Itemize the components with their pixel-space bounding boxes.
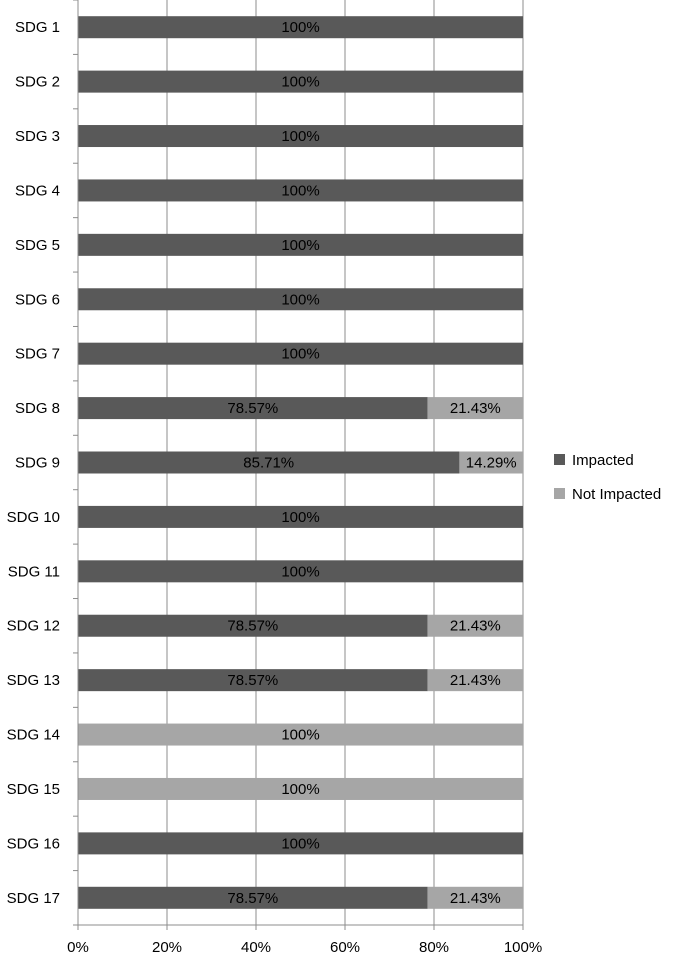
category-label: SDG 2 [15, 74, 60, 91]
bar-impacted [78, 614, 428, 637]
category-label: SDG 8 [15, 400, 60, 417]
category-label: SDG 11 [8, 563, 60, 580]
category-label: SDG 9 [15, 455, 60, 472]
data-label: 21.43% [450, 400, 501, 417]
bar-impacted [78, 342, 523, 365]
bar-not-impacted [459, 451, 523, 474]
axes: 0% 20% 40% 60% 80% 100% SDG 1 SDG 2 SDG 3 SDG 4 SD… [7, 0, 542, 956]
data-label: 100% [281, 74, 319, 91]
bar-impacted [78, 288, 523, 311]
bar-impacted [78, 125, 523, 148]
category-label: SDG 12 [7, 618, 60, 635]
data-label: 100% [281, 291, 319, 308]
legend-swatch [554, 488, 565, 499]
category-label: SDG 4 [15, 182, 60, 199]
bar-not-impacted [427, 669, 523, 692]
bar-impacted [78, 233, 523, 256]
bar-not-impacted [427, 397, 523, 420]
legend-swatch [554, 454, 565, 465]
data-label: 85.71% [243, 455, 294, 472]
data-label: 78.57% [227, 890, 278, 907]
x-tick-label: 20% [152, 939, 182, 956]
bar-impacted [78, 397, 428, 420]
legend: Impacted Not Impacted [554, 452, 661, 503]
category-label: SDG 6 [15, 291, 60, 308]
bar-impacted [78, 832, 523, 855]
category-label: SDG 7 [15, 346, 60, 363]
bar-not-impacted [78, 777, 523, 800]
category-label: SDG 13 [7, 672, 60, 689]
data-label: 21.43% [450, 672, 501, 689]
x-tick-label: 60% [330, 939, 360, 956]
bar-impacted [78, 886, 428, 909]
data-label: 78.57% [227, 400, 278, 417]
category-label: SDG 17 [7, 890, 60, 907]
bar-impacted [78, 560, 523, 583]
legend-label: Impacted [572, 452, 634, 469]
x-tick-label: 100% [504, 939, 542, 956]
legend-label: Not Impacted [572, 486, 661, 503]
bar-impacted [78, 16, 523, 39]
data-label: 100% [281, 346, 319, 363]
data-label: 100% [281, 781, 319, 798]
category-label: SDG 5 [15, 237, 60, 254]
bar-impacted [78, 451, 460, 474]
data-label: 21.43% [450, 890, 501, 907]
bar-not-impacted [78, 723, 523, 746]
category-label: SDG 1 [15, 19, 60, 36]
bar-impacted [78, 179, 523, 202]
data-label: 14.29% [466, 455, 517, 472]
data-label: 100% [281, 563, 319, 580]
category-label: SDG 3 [15, 128, 60, 145]
bar-impacted [78, 70, 523, 93]
data-label: 100% [281, 509, 319, 526]
bar-impacted [78, 669, 428, 692]
bar-not-impacted [427, 614, 523, 637]
data-label: 100% [281, 19, 319, 36]
data-label: 78.57% [227, 618, 278, 635]
data-labels: 100% 100% 100% 100% 100% 100% 100% 78.57% 21.43%… [227, 19, 516, 907]
category-label: SDG 10 [7, 509, 60, 526]
data-label: 100% [281, 182, 319, 199]
data-label: 100% [281, 237, 319, 254]
category-label: SDG 15 [7, 781, 60, 798]
x-tick-label: 0% [67, 939, 89, 956]
x-tick-label: 80% [419, 939, 449, 956]
data-label: 21.43% [450, 618, 501, 635]
data-label: 100% [281, 835, 319, 852]
category-label: SDG 16 [7, 835, 60, 852]
data-label: 78.57% [227, 672, 278, 689]
bar-impacted [78, 505, 523, 528]
bars [78, 16, 523, 909]
data-label: 100% [281, 128, 319, 145]
bar-not-impacted [427, 886, 523, 909]
x-tick-label: 40% [241, 939, 271, 956]
category-label: SDG 14 [7, 727, 60, 744]
data-label: 100% [281, 727, 319, 744]
